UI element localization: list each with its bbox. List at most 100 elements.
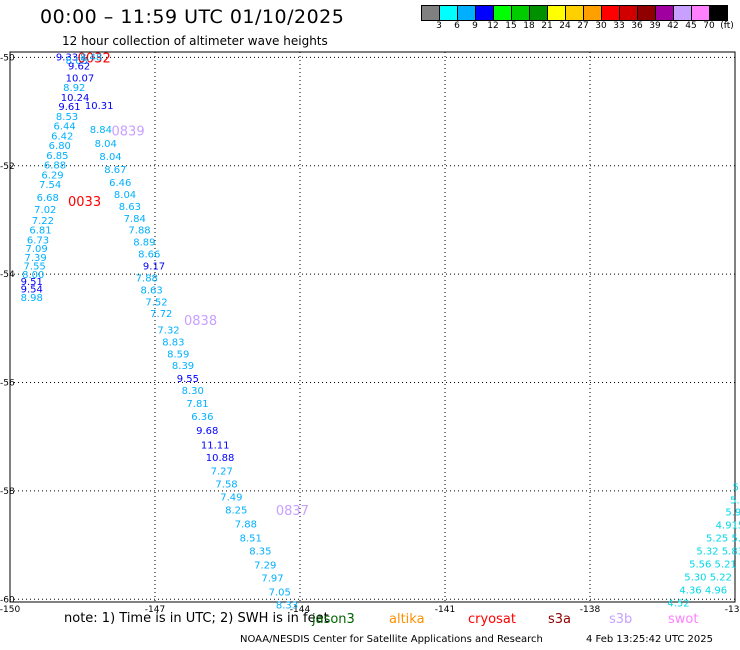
wave-height-reading: 5.56 5.21 (689, 560, 737, 571)
wave-height-reading: 8.92 (63, 83, 85, 94)
wave-height-reading: 4.36 4.96 (679, 586, 727, 597)
altimeter-track: 9.338.689.6210.078.9210.249.618.536.446.… (21, 51, 111, 304)
wave-height-reading: 4.52 (667, 599, 689, 610)
wave-height-reading: 7.54 (39, 180, 61, 191)
color-legend-ticks: 3 6 9 12 15 18 21 24 27 30 33 36 39 42 45 70 (ft) (422, 21, 740, 35)
wave-height-reading: 4.915.50 (716, 521, 740, 532)
legend-tick-label: 42 (667, 21, 679, 31)
wave-height-reading: 7.27 (211, 466, 233, 477)
pass-time-label: 0033 (68, 195, 101, 210)
wave-height-reading: 8.63 (141, 285, 163, 296)
wave-height-reading: 9.17 (143, 261, 165, 272)
satellite-legend-item: s3a (548, 612, 572, 627)
wave-height-reading: 8.35 (249, 547, 271, 558)
legend-tick-label: 9 (472, 21, 478, 31)
latitude-label: -52 (0, 162, 15, 172)
legend-tick-label: 70 (703, 21, 715, 31)
wave-height-reading: 8.48 (80, 52, 102, 63)
wave-height-reading: 5.32 5.83 (696, 547, 740, 558)
wave-height-reading: 7.49 (220, 492, 242, 503)
wave-height-reading: 7.97 (261, 574, 283, 585)
wave-height-reading: 8.89 (133, 238, 155, 249)
credit-line: NOAA/NESDIS Center for Satellite Applica… (240, 634, 543, 645)
longitude-label: -135 (725, 605, 740, 615)
wave-height-reading: 5.30 5.22 (684, 573, 732, 584)
longitude-label: -141 (435, 605, 455, 615)
satellite-legend-item: altika (389, 612, 425, 627)
wave-height-reading: 9.62 (68, 62, 90, 73)
legend-tick-label: 30 (595, 21, 607, 31)
longitude-label: -147 (145, 605, 165, 615)
pass-time-label: 0839 (112, 125, 145, 140)
wave-height-reading: 9.55 (177, 374, 199, 385)
wave-height-reading: 8.67 (104, 165, 126, 176)
map-title: 00:00 – 11:59 UTC 01/10/2025 (40, 6, 345, 28)
wave-height-reading: 8.98 (21, 293, 43, 304)
wave-height-reading: 8.04 (114, 190, 136, 201)
wave-height-reading: 6.80 (49, 141, 71, 152)
wave-height-reading: 6.36 (191, 412, 213, 423)
footnote: note: 1) Time is in UTC; 2) SWH is in fe… (64, 611, 329, 626)
legend-tick-label: 6 (454, 21, 460, 31)
satellite-legend-item: swot (668, 612, 699, 627)
wave-height-reading: 6.85 (46, 151, 68, 162)
wave-height-reading: 6.81 (29, 226, 51, 237)
wave-height-reading: 5.25 5.23 (706, 534, 740, 545)
map-frame (9, 51, 736, 603)
wave-height-reading: 8.51 (240, 534, 262, 545)
wave-height-reading: 9.61 (58, 102, 80, 113)
legend-tick-label: 21 (541, 21, 553, 31)
legend-tick-label: 27 (577, 21, 589, 31)
legend-tick-label: 15 (505, 21, 517, 31)
wave-height-reading: 8.04 (99, 152, 121, 163)
satellite-legend-item: s3b (609, 612, 633, 627)
wave-height-reading: 8.53 (56, 112, 78, 123)
wave-height-reading: 8.66 (138, 250, 160, 261)
wave-height-reading: 6.42 (51, 131, 73, 142)
wave-height-reading: 7.58 (215, 479, 237, 490)
pass-time-label: 0837 (276, 504, 309, 519)
wave-height-reading: 8.68 (66, 56, 88, 67)
wave-height-reading: 7.05 (269, 588, 291, 599)
wave-height-reading: 7.39 (25, 253, 47, 264)
legend-tick-label: 12 (487, 21, 499, 31)
wave-height-reading: 9.54 (21, 284, 43, 295)
color-legend (421, 5, 728, 21)
wave-height-reading: 5.46 (733, 483, 740, 494)
wave-height-reading: 9.51 (21, 277, 43, 288)
wave-height-reading: 6.88 (44, 161, 66, 172)
wave-height-reading: 7.29 (254, 561, 276, 572)
wave-height-reading: 7.81 (186, 399, 208, 410)
wave-height-reading: 5.86 (730, 496, 740, 507)
wave-height-reading: 6.46 (109, 178, 131, 189)
wave-height-reading: 7.32 (157, 325, 179, 336)
wave-height-reading: 9.33 (56, 52, 78, 63)
wave-height-reading: 6.68 (37, 193, 59, 204)
legend-tick-label: 18 (523, 21, 535, 31)
wave-height-reading: 6.29 (41, 170, 63, 181)
altimeter-track: 5.5.45.465.865.995.64.915.505.25 5.235.3… (667, 471, 740, 610)
wave-height-reading: 8.33 (276, 601, 298, 612)
wave-height-reading: 8.25 (225, 505, 247, 516)
pass-time-label: 0838 (184, 314, 217, 329)
legend-tick-label: 33 (613, 21, 625, 31)
latitude-label: -50 (0, 53, 15, 63)
wave-height-reading: 5.995.6 (725, 508, 740, 519)
wave-height-reading: 6.73 (27, 235, 49, 246)
latitude-label: -56 (0, 379, 15, 389)
wave-height-reading: 8.39 (172, 361, 194, 372)
legend-tick-label: (ft) (720, 21, 734, 31)
wave-height-reading: 8.84 (90, 125, 112, 136)
wave-height-reading: 8.00 (22, 270, 44, 281)
wave-height-reading: 11.11 (201, 440, 230, 451)
longitude-label: -150 (0, 605, 20, 615)
legend-tick-label: 39 (649, 21, 661, 31)
wave-height-reading: 7.22 (32, 216, 54, 227)
wave-height-reading: 7.02 (34, 205, 56, 216)
altimeter-track: 8.4810.318.848.048.048.676.468.048.637.8… (80, 52, 172, 320)
latitude-label: -60 (0, 595, 15, 605)
wave-height-reading: 8.04 (95, 139, 117, 150)
wave-height-reading: 10.31 (85, 101, 114, 112)
wave-height-reading: 10.07 (66, 73, 95, 84)
